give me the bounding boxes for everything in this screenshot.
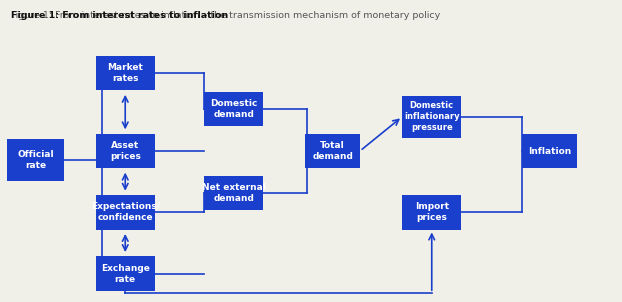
FancyBboxPatch shape [204,92,263,126]
Text: Figure 1: From interest rates to inflation – the transmission mechanism of monet: Figure 1: From interest rates to inflati… [11,11,440,20]
Text: Asset
prices: Asset prices [110,141,141,161]
FancyBboxPatch shape [96,256,155,291]
FancyBboxPatch shape [96,56,155,90]
Text: Net external
demand: Net external demand [202,183,266,203]
Text: Exchange
rate: Exchange rate [101,264,150,284]
Text: Official
rate: Official rate [17,150,53,170]
FancyBboxPatch shape [402,96,461,137]
FancyBboxPatch shape [96,134,155,168]
Text: Figure 1: From interest rates to inflation: Figure 1: From interest rates to inflati… [11,11,228,20]
FancyBboxPatch shape [305,134,360,168]
FancyBboxPatch shape [96,195,155,230]
FancyBboxPatch shape [402,195,461,230]
Text: Import
prices: Import prices [415,202,449,222]
FancyBboxPatch shape [522,134,577,168]
FancyBboxPatch shape [7,139,64,181]
FancyBboxPatch shape [204,176,263,210]
Text: Total
demand: Total demand [312,141,353,161]
Text: Domestic
inflationary
pressure: Domestic inflationary pressure [404,101,460,132]
Text: Expectations/
confidence: Expectations/ confidence [91,202,160,222]
Text: Domestic
demand: Domestic demand [210,99,258,119]
Text: Inflation: Inflation [528,146,571,156]
Text: Market
rates: Market rates [108,63,143,83]
